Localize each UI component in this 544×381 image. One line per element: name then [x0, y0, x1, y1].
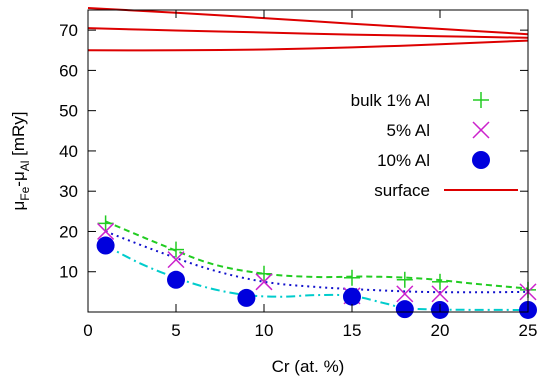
y-tick-label-6: 70 [59, 21, 78, 40]
legend-label-1: 5% Al [387, 121, 430, 140]
surface-curve-1 [87, 27, 529, 39]
y-axis-label-part: Al [18, 161, 32, 172]
y-tick-label-0: 10 [59, 263, 78, 282]
legend-key-0 [473, 92, 489, 108]
plot-frame [87, 9, 529, 313]
data-point-s1-0 [97, 222, 115, 240]
y-axis-label: μFe-μAl [mRy] [9, 111, 32, 210]
y-axis-label-part: Fe [18, 186, 32, 200]
y-axis-label-part: [mRy] [9, 111, 28, 160]
data-point-s2-1 [167, 270, 185, 289]
data-point-s2-3 [343, 287, 361, 306]
legend-key-1 [472, 121, 490, 139]
data-point-s0-0 [97, 215, 114, 232]
data-point-s2-0 [96, 236, 115, 255]
surface-curve-0 [87, 7, 529, 36]
y-axis-label-part: μ [9, 201, 28, 211]
data-point-s0-3 [344, 269, 360, 286]
legend-key-2 [472, 151, 490, 169]
data-point-s1-5 [431, 285, 449, 303]
data-point-s1-4 [396, 285, 414, 303]
data-point-s0-2 [256, 265, 272, 282]
legend: bulk 1% Al 5% Al 10% Al surface [351, 91, 518, 200]
legend-label-2: 10% Al [377, 151, 430, 170]
data-point-s2-4 [395, 300, 414, 319]
data-point-s2-2 [237, 288, 256, 307]
x-tick-label-4: 20 [431, 321, 450, 340]
y-tick-label-2: 30 [59, 182, 78, 201]
plot-area [87, 7, 537, 319]
y-tick-label-4: 50 [59, 102, 78, 121]
x-tick-label-5: 25 [519, 321, 538, 340]
x-axis-label: Cr (at. %) [272, 357, 345, 376]
x-tick-label-1: 5 [171, 321, 180, 340]
y-axis-label-part: -μ [9, 171, 28, 186]
x-tick-label-3: 15 [343, 321, 362, 340]
data-point-s0-4 [396, 271, 413, 288]
surface-curve-2 [87, 39, 529, 52]
data-point-s1-1 [167, 251, 185, 269]
legend-label-0: bulk 1% Al [351, 91, 430, 110]
y-tick-label-3: 40 [59, 142, 78, 161]
data-point-s0-5 [432, 273, 448, 290]
data-point-s0-1 [168, 241, 184, 258]
legend-label-3: surface [374, 181, 430, 200]
y-tick-label-1: 20 [59, 222, 78, 241]
x-tick-label-2: 10 [255, 321, 274, 340]
y-tick-label-5: 60 [59, 61, 78, 80]
data-point-s1-2 [255, 273, 273, 291]
x-tick-label-0: 0 [83, 321, 92, 340]
